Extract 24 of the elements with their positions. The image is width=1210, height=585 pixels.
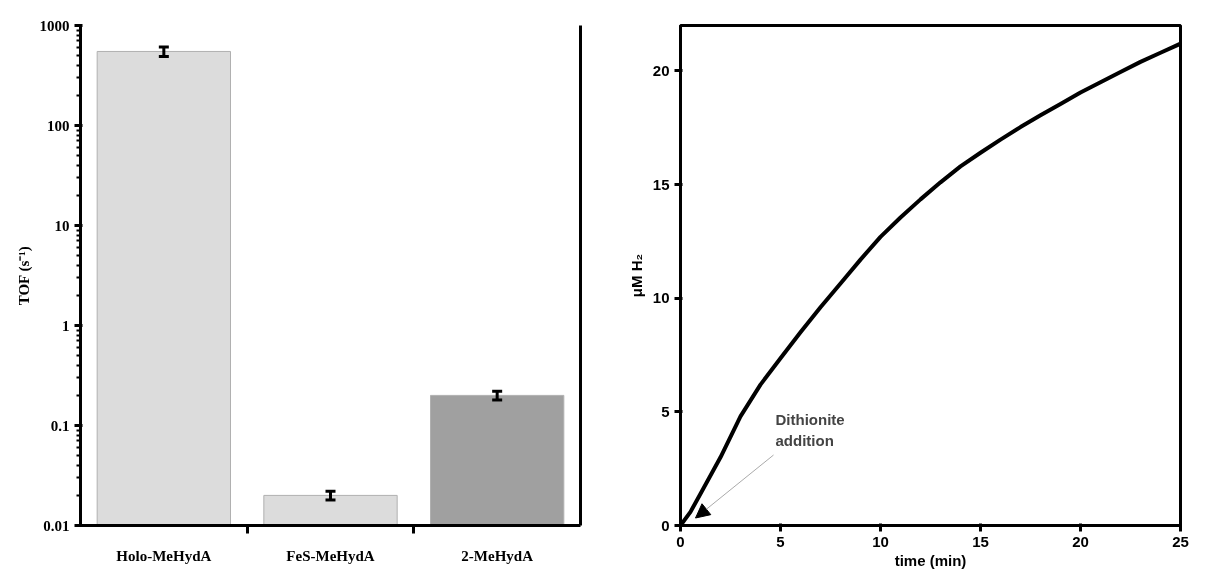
y-tick-label: 100 <box>47 117 70 134</box>
y-axis-title: TOF (s⁻¹) <box>15 246 33 306</box>
x-axis-title: time (min) <box>894 551 967 569</box>
annotation: Dithionite addition <box>775 411 845 449</box>
y-tick-label: 0 <box>661 516 670 534</box>
y-tick-label: 0.01 <box>43 517 70 534</box>
y-tick-label: 0.1 <box>50 417 70 434</box>
y-tick-label: 10 <box>652 289 670 307</box>
y-tick-label: 5 <box>661 402 670 420</box>
y-axis-title: μM H₂ <box>627 253 645 298</box>
x-tick-label: 20 <box>1072 532 1089 550</box>
x-tick-label: 25 <box>1172 532 1189 550</box>
y-tick-label: 10 <box>54 217 70 234</box>
y-tick-label: 1000 <box>39 17 70 34</box>
x-tick-label: 5 <box>776 532 785 550</box>
x-tick-label: 10 <box>872 532 889 550</box>
x-tick-label: 15 <box>972 532 989 550</box>
y-tick-label: 15 <box>652 175 670 193</box>
x-tick-label: Holo-MeHydA <box>116 547 212 564</box>
y-tick-label: 1 <box>62 317 70 334</box>
x-tick-label: 2-MeHydA <box>461 547 534 564</box>
y-tick-label: 20 <box>652 61 670 79</box>
x-tick-label: FeS-MeHydA <box>286 547 375 564</box>
x-tick-label: 0 <box>676 532 685 550</box>
